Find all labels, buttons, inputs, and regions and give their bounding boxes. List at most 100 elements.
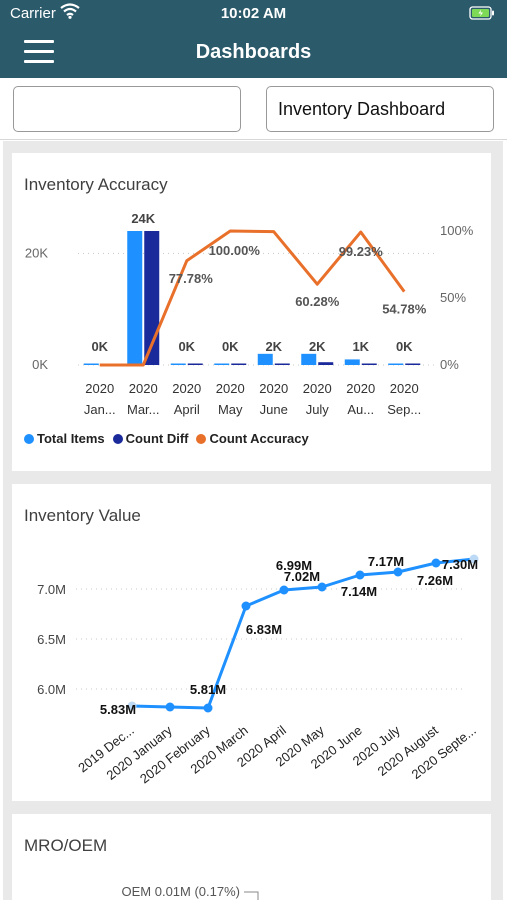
data-point <box>431 558 441 568</box>
data-label: 7.30M <box>442 557 478 572</box>
legend-dot <box>24 433 34 444</box>
legend-item-count-diff: Count Diff <box>112 431 189 446</box>
legend-dot <box>112 433 123 444</box>
dashboard-select[interactable]: Inventory Dashboard <box>266 86 494 132</box>
data-label: 7.14M <box>341 584 377 599</box>
bar-total-items <box>170 363 186 365</box>
data-label: 6.83M <box>246 622 282 637</box>
bar-total-items <box>214 363 230 365</box>
line-count-accuracy <box>99 229 406 367</box>
data-point <box>203 703 213 713</box>
nav-bar: Dashboards <box>0 28 507 78</box>
bar-total-items <box>344 359 360 365</box>
y-tick-label: 6.0M <box>37 682 66 697</box>
y2-tick-label: 50% <box>440 290 466 305</box>
filter-select[interactable] <box>13 86 241 132</box>
data-point <box>355 570 365 580</box>
bar-total-items <box>127 231 143 365</box>
legend-label: Total Items <box>37 431 105 446</box>
bar-count-diff <box>144 231 160 365</box>
bar-total-items <box>388 363 404 365</box>
x-tick-label-period: April <box>174 402 200 417</box>
x-tick-label-period: Jan... <box>84 402 116 417</box>
line-inventory-value <box>131 557 475 710</box>
data-point <box>127 701 137 711</box>
x-tick-label-year: 2020 <box>346 381 375 396</box>
data-point <box>393 567 403 577</box>
bar-count-diff <box>318 362 334 365</box>
inventory-accuracy-card: Inventory Accuracy 0K 20K 0% 50% 100% 0K 24K 0K… <box>12 153 491 471</box>
legend-label: Count Diff <box>125 431 189 446</box>
y-tick-label: 0K <box>32 357 48 372</box>
x-tick-label-year: 2020 <box>390 381 419 396</box>
status-bar: Carrier 10:02 AM <box>0 0 507 28</box>
bar-total-items <box>83 363 99 365</box>
x-tick-label-period: July <box>306 402 330 417</box>
dashboard-scroll-area[interactable]: Inventory Accuracy 0K 20K 0% 50% 100% 0K 24K 0K… <box>3 141 503 900</box>
line-data-label: 100.00% <box>209 243 261 258</box>
bar-count-diff <box>274 363 290 365</box>
x-tick-label-year: 2020 <box>259 381 288 396</box>
bar-count-diff <box>187 363 203 365</box>
data-label: 7.17M <box>368 554 404 569</box>
bar-count-diff <box>405 363 421 365</box>
data-label: 7.26M <box>417 573 453 588</box>
slice-label: OEM 0.01M (0.17%) <box>122 884 241 899</box>
legend-item-total-items: Total Items <box>24 431 105 446</box>
wifi-icon <box>60 3 80 23</box>
y2-tick-label: 100% <box>440 223 474 238</box>
clock: 10:02 AM <box>220 5 287 22</box>
data-point <box>241 601 251 611</box>
x-tick-label-year: 2020 <box>216 381 245 396</box>
chart-legend: Total Items Count Diff Count Accuracy <box>24 431 309 446</box>
bar-total-items <box>257 353 273 365</box>
bar-data-label: 0K <box>222 339 239 354</box>
x-tick-label-period: Au... <box>347 402 374 417</box>
mro-oem-chart: OEM 0.01M (0.17%) <box>122 884 259 900</box>
x-tick-label-period: May <box>218 402 243 417</box>
x-tick-label-period: Mar... <box>127 402 160 417</box>
data-label: 5.83M <box>100 702 136 717</box>
data-label: 6.99M <box>276 558 312 573</box>
x-tick-label-period: June <box>260 402 288 417</box>
bar-data-label: 0K <box>396 339 413 354</box>
data-point <box>469 554 479 564</box>
bar-data-label: 2K <box>309 339 326 354</box>
card-title: Inventory Value <box>24 506 141 525</box>
mro-oem-card: MRO/OEM OEM 0.01M (0.17%) <box>12 814 491 900</box>
bar-count-diff <box>361 363 377 365</box>
y-tick-label: 6.5M <box>37 632 66 647</box>
line-data-label: 60.28% <box>295 294 340 309</box>
carrier-label: Carrier <box>10 5 56 22</box>
data-point <box>279 585 289 595</box>
card-title: Inventory Accuracy <box>24 175 168 194</box>
legend-dot <box>196 433 207 444</box>
legend-item-count-accuracy: Count Accuracy <box>196 431 309 446</box>
x-tick-label-year: 2020 <box>85 381 114 396</box>
bar-data-label: 0K <box>91 339 108 354</box>
bar-data-label: 2K <box>265 339 282 354</box>
bar-total-items <box>301 353 317 365</box>
line-data-label: 77.78% <box>169 271 214 286</box>
x-tick-label-year: 2020 <box>303 381 332 396</box>
data-label: 7.02M <box>284 569 320 584</box>
bar-data-label: 1K <box>352 339 369 354</box>
y-tick-label: 20K <box>25 245 48 260</box>
inventory-accuracy-chart: 0K 20K 0% 50% 100% 0K 24K 0K 0K 2K 2K 1K 0K 77.78% 100… <box>25 211 474 417</box>
battery-icon <box>469 6 495 24</box>
page-title: Dashboards <box>195 41 312 63</box>
y2-tick-label: 0% <box>440 357 459 372</box>
selector-row: Inventory Dashboard <box>0 78 507 140</box>
line-data-label: 54.78% <box>382 302 427 317</box>
bar-count-diff <box>231 363 247 365</box>
legend-label: Count Accuracy <box>209 431 309 446</box>
data-label: 5.81M <box>190 682 226 697</box>
data-point <box>317 582 327 592</box>
x-tick-label-period: Sep... <box>387 402 421 417</box>
bar-data-label: 0K <box>178 339 195 354</box>
hamburger-menu-icon[interactable] <box>24 40 54 66</box>
slice-label-leader <box>244 891 259 900</box>
line-data-label: 99.23% <box>339 244 384 259</box>
y-tick-label: 7.0M <box>37 582 66 597</box>
